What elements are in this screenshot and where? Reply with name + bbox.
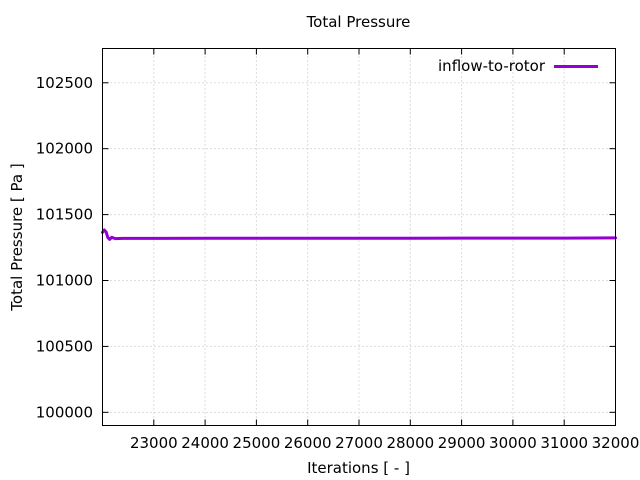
y-tick-label: 102000 xyxy=(36,140,93,158)
legend-line-sample xyxy=(554,64,598,68)
y-axis-label: Total Pressure [ Pa ] xyxy=(8,163,26,311)
x-tick-label: 30000 xyxy=(489,434,537,452)
x-tick-label: 28000 xyxy=(386,434,434,452)
y-tick-label: 101000 xyxy=(36,272,93,290)
x-tick-label: 24000 xyxy=(181,434,229,452)
x-tick-label: 31000 xyxy=(540,434,588,452)
x-axis-label: Iterations [ - ] xyxy=(307,459,410,477)
plot-border xyxy=(102,48,616,426)
x-tick-label: 26000 xyxy=(284,434,332,452)
x-tick-label: 27000 xyxy=(335,434,383,452)
chart-title: Total Pressure xyxy=(306,13,411,31)
x-tick-label: 25000 xyxy=(233,434,281,452)
x-tick-label: 32000 xyxy=(592,434,640,452)
x-tick-label: 29000 xyxy=(438,434,486,452)
y-tick-label: 101500 xyxy=(36,206,93,224)
y-tick-label: 100000 xyxy=(36,403,93,421)
y-tick-label: 100500 xyxy=(36,337,93,355)
x-tick-label: 23000 xyxy=(130,434,178,452)
series-line-inflow-to-rotor xyxy=(101,228,617,241)
y-tick-label: 102500 xyxy=(36,74,93,92)
legend-label: inflow-to-rotor xyxy=(438,57,545,75)
legend: inflow-to-rotor xyxy=(438,57,598,75)
